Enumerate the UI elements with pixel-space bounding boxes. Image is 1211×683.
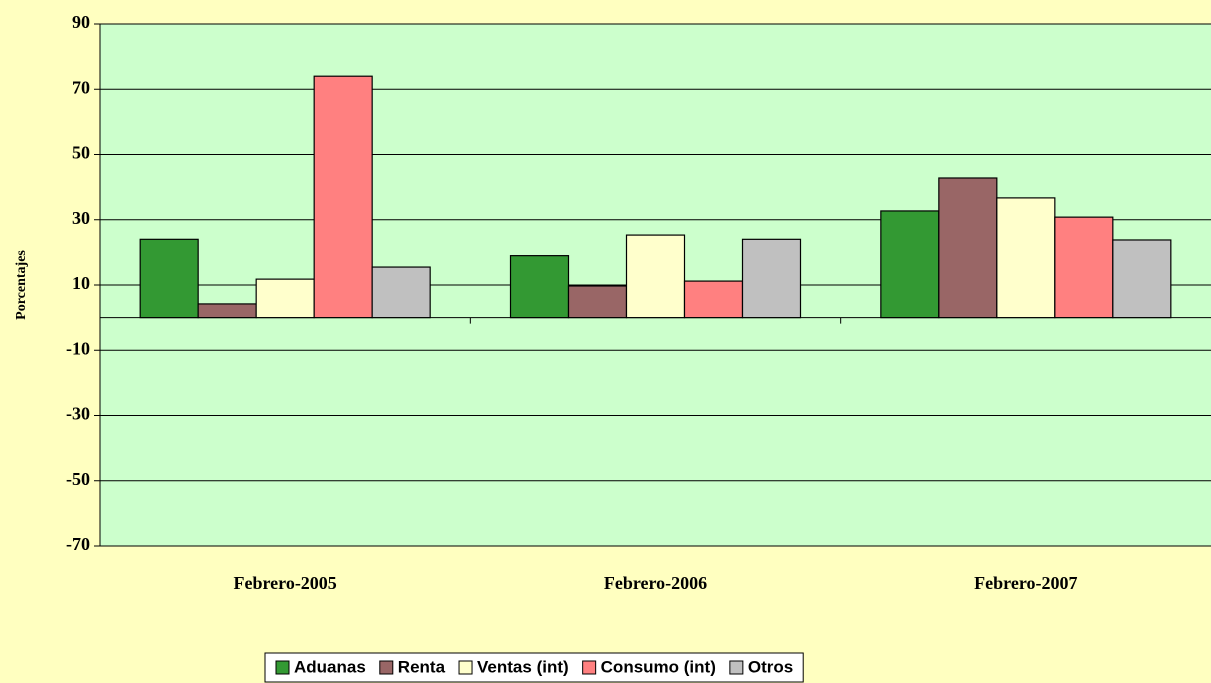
bar — [1054, 216, 1114, 319]
y-tick-label: 70 — [72, 77, 90, 97]
y-tick-label: 10 — [72, 273, 90, 293]
legend-label: Aduanas — [294, 657, 366, 676]
legend-swatch — [275, 660, 290, 675]
bar — [313, 75, 373, 319]
legend-label: Otros — [748, 657, 793, 676]
y-tick-label: -30 — [66, 404, 90, 424]
legend-label: Renta — [398, 657, 446, 676]
bar — [1112, 239, 1172, 319]
bar — [880, 210, 940, 319]
bar — [139, 238, 199, 319]
y-tick-label: -10 — [66, 338, 90, 358]
legend-swatch — [379, 660, 394, 675]
y-tick-label: 50 — [72, 143, 90, 163]
x-tick-label: Febrero-2005 — [234, 573, 337, 593]
y-tick-label: 30 — [72, 208, 90, 228]
bar — [741, 238, 802, 319]
legend: Aduanas Renta Ventas (int) Consumo (int) Otr… — [264, 652, 804, 683]
bar — [509, 255, 570, 319]
legend-swatch — [458, 660, 473, 675]
bar — [683, 280, 744, 319]
bar — [938, 177, 998, 319]
x-tick-label: Febrero-2007 — [974, 573, 1077, 593]
legend-swatch — [729, 660, 744, 675]
y-tick-label: -70 — [66, 534, 90, 554]
y-axis-label: Porcentajes — [14, 250, 29, 320]
y-tick-label: -50 — [66, 469, 90, 489]
bar — [996, 197, 1056, 319]
bar — [197, 303, 257, 319]
legend-box — [264, 652, 804, 683]
legend-label: Ventas (int) — [477, 657, 569, 676]
bar — [371, 266, 431, 319]
x-tick-label: Febrero-2006 — [604, 573, 707, 593]
y-tick-label: 90 — [72, 12, 90, 32]
bar — [567, 285, 628, 319]
bar — [625, 234, 686, 319]
legend-swatch — [582, 660, 597, 675]
bar — [255, 278, 315, 319]
legend-label: Consumo (int) — [601, 657, 716, 676]
